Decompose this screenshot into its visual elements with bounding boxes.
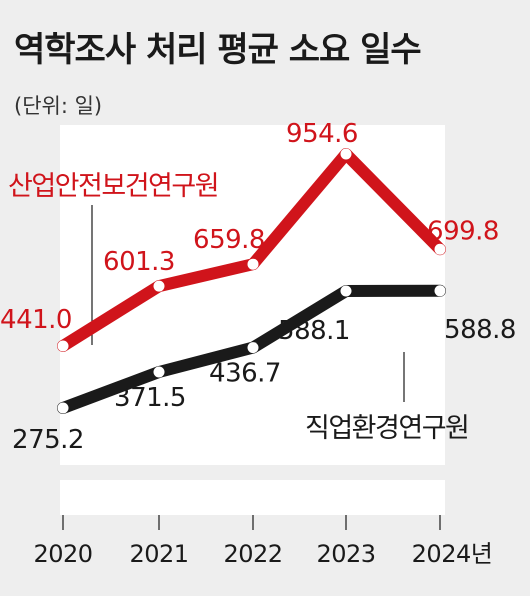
data-point [434, 243, 446, 255]
x-tick-label: 2024년 [412, 540, 493, 568]
data-point [340, 285, 352, 297]
plot-panel-lower [60, 480, 445, 515]
x-tick-label: 2022 [223, 540, 282, 568]
data-label: 588.1 [278, 316, 350, 346]
data-label: 371.5 [114, 383, 186, 413]
x-tick-label: 2023 [316, 540, 375, 568]
data-label: 601.3 [103, 247, 175, 277]
data-label: 588.8 [444, 315, 516, 345]
data-point [247, 258, 259, 270]
data-label: 699.8 [427, 216, 499, 246]
series-name-label: 직업환경연구원 [305, 413, 468, 444]
data-point [434, 285, 446, 297]
data-label: 436.7 [209, 359, 281, 389]
x-tick-label: 2021 [129, 540, 188, 568]
data-label: 954.6 [286, 119, 358, 149]
data-label: 441.0 [0, 305, 72, 335]
data-point [153, 366, 165, 378]
unit-label: (단위: 일) [14, 94, 103, 118]
chart-title: 역학조사 처리 평균 소요 일수 [14, 30, 422, 70]
data-point [57, 402, 69, 414]
data-point [57, 340, 69, 352]
data-label: 659.8 [193, 225, 265, 255]
series-name-label: 산업안전보건연구원 [8, 171, 218, 202]
data-point [340, 148, 352, 160]
data-point [153, 280, 165, 292]
data-point [247, 342, 259, 354]
x-tick-label: 2020 [33, 540, 92, 568]
data-label: 275.2 [12, 425, 84, 455]
